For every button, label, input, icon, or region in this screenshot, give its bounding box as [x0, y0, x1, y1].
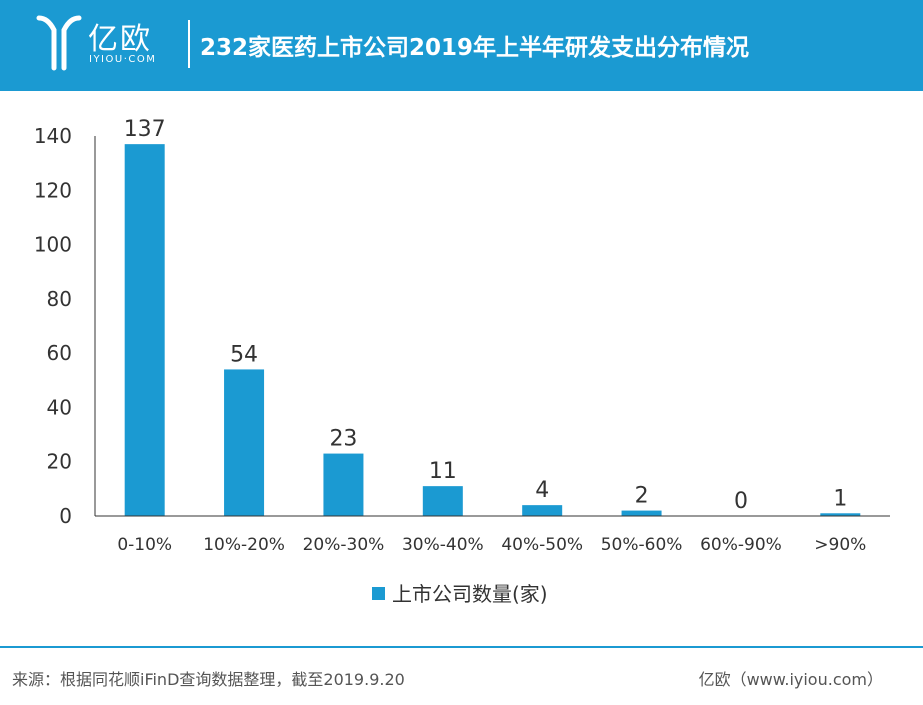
logo-subtext: IYIOU·COM: [89, 54, 157, 65]
bar-value-label: 2: [635, 484, 649, 509]
bars: 137 54 23 11 4 2 0 1: [124, 117, 861, 516]
y-tick-label: 20: [47, 450, 72, 474]
y-tick-label: 80: [47, 287, 72, 311]
x-tick-label: 10%-20%: [203, 535, 285, 555]
x-tick-label: >90%: [814, 535, 866, 555]
bar: [522, 505, 563, 516]
y-tick-label: 40: [47, 395, 72, 419]
bar: [224, 369, 265, 516]
x-tick-label: 50%-60%: [601, 535, 683, 555]
bar-value-label: 11: [429, 459, 457, 484]
bar-value-label: 137: [124, 117, 166, 142]
x-tick-label: 60%-90%: [700, 535, 782, 555]
page-title: 232家医药上市公司2019年上半年研发支出分布情况: [200, 35, 750, 61]
bar-value-label: 0: [734, 489, 748, 514]
x-axis: 0-10% 10%-20% 20%-30% 30%-40% 40%-50% 50%-60%…: [95, 515, 890, 555]
y-tick-label: 100: [34, 233, 72, 257]
bar-value-label: 54: [230, 342, 258, 367]
x-tick-label: 30%-40%: [402, 535, 484, 555]
bar: [621, 510, 662, 516]
logo-text: 亿欧: [88, 22, 152, 57]
credit-note: 亿欧（www.iyiou.com）: [698, 670, 883, 689]
bar-value-label: 23: [329, 427, 357, 452]
source-note: 来源：根据同花顺iFinD查询数据整理，截至2019.9.20: [12, 670, 405, 689]
legend-label: 上市公司数量(家): [392, 582, 548, 606]
bar: [820, 513, 861, 516]
y-tick-label: 0: [59, 504, 72, 528]
header-divider: [188, 20, 190, 68]
y-tick-label: 60: [47, 341, 72, 365]
x-tick-label: 40%-50%: [501, 535, 583, 555]
y-tick-label: 140: [34, 124, 72, 148]
bar: [422, 486, 463, 516]
y-axis: 0 20 40 60 80 100 120 140: [34, 124, 96, 528]
header-banner: 亿欧 IYIOU·COM 232家医药上市公司2019年上半年研发支出分布情况: [0, 0, 923, 91]
bar-value-label: 1: [833, 486, 847, 511]
logo-icon: [36, 15, 82, 71]
legend: 上市公司数量(家): [372, 582, 548, 606]
bar: [124, 144, 165, 516]
legend-swatch: [372, 587, 385, 600]
y-tick-label: 120: [34, 178, 72, 202]
footer-divider: [0, 646, 923, 648]
bar: [323, 453, 364, 516]
x-tick-label: 0-10%: [117, 535, 172, 555]
bar-value-label: 4: [535, 478, 549, 503]
x-tick-label: 20%-30%: [303, 535, 385, 555]
